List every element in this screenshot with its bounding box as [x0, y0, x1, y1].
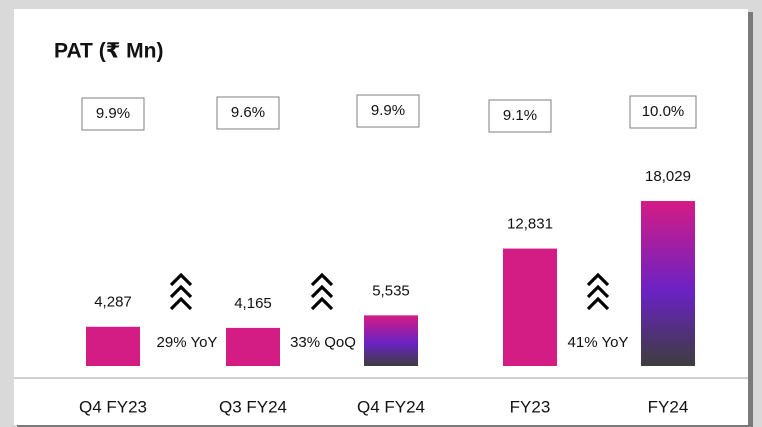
- margin-box: [81, 97, 145, 131]
- margin-box: [216, 96, 280, 130]
- x-tick-label: Q4 FY23: [79, 397, 147, 416]
- x-tick-label: FY23: [510, 397, 551, 416]
- margin-box: [488, 99, 552, 133]
- margin-label: 9.1%: [503, 107, 537, 124]
- margin-box: [629, 95, 697, 129]
- value-label: 12,831: [507, 216, 553, 233]
- growth-annotation: 33% QoQ: [290, 334, 356, 351]
- x-tick-label: FY24: [648, 397, 689, 416]
- margin-label: 10.0%: [642, 103, 685, 120]
- margin-label: 9.9%: [371, 102, 405, 119]
- arrow-icons: [169, 272, 610, 311]
- growth-annotation: 29% YoY: [157, 334, 218, 351]
- x-tick-label: Q3 FY24: [219, 397, 287, 416]
- margin-label: 9.9%: [96, 105, 130, 122]
- value-label: 18,029: [645, 168, 691, 185]
- value-label: 5,535: [372, 282, 410, 299]
- margin-box: [356, 94, 420, 128]
- margin-label: 9.6%: [231, 104, 265, 121]
- bar: [86, 326, 140, 366]
- value-label: 4,165: [234, 295, 272, 312]
- bar: [226, 327, 280, 366]
- chart-title: PAT (₹ Mn): [54, 40, 163, 63]
- growth-annotation: 41% YoY: [568, 334, 629, 351]
- bar: [503, 248, 557, 366]
- bar: [364, 315, 418, 366]
- x-tick-label: Q4 FY24: [357, 397, 425, 416]
- value-label: 4,287: [94, 294, 132, 311]
- bar: [641, 201, 695, 366]
